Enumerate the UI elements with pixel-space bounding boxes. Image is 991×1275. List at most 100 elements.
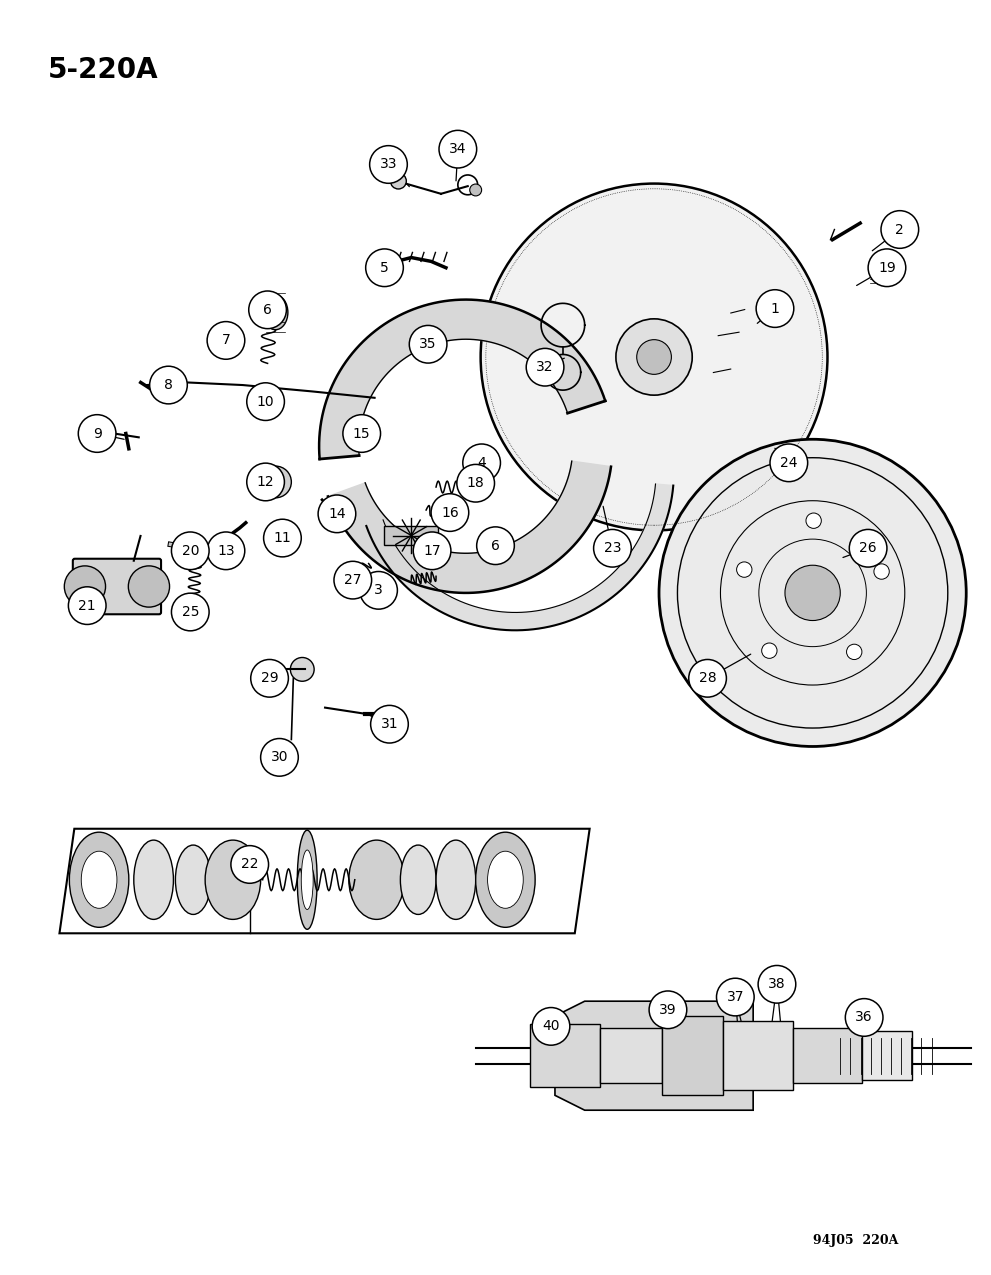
Circle shape: [370, 145, 407, 184]
Text: 35: 35: [419, 338, 437, 351]
Ellipse shape: [81, 852, 117, 908]
Circle shape: [526, 348, 564, 386]
Circle shape: [78, 414, 116, 453]
Ellipse shape: [349, 840, 404, 919]
Text: 36: 36: [855, 1011, 873, 1024]
Polygon shape: [367, 484, 673, 630]
Circle shape: [874, 564, 889, 579]
Circle shape: [268, 474, 283, 490]
Circle shape: [716, 978, 754, 1016]
Text: 6: 6: [492, 539, 499, 552]
Circle shape: [68, 586, 106, 625]
Polygon shape: [328, 462, 611, 593]
Text: 18: 18: [467, 477, 485, 490]
Text: 22: 22: [241, 858, 259, 871]
Text: 10: 10: [257, 395, 275, 408]
Circle shape: [762, 643, 777, 658]
Text: 3: 3: [375, 584, 383, 597]
Circle shape: [251, 659, 288, 697]
Circle shape: [689, 659, 726, 697]
Circle shape: [390, 173, 406, 189]
Text: 9: 9: [93, 427, 101, 440]
Bar: [793, 1028, 862, 1084]
Text: 24: 24: [780, 456, 798, 469]
Text: 7: 7: [222, 334, 230, 347]
Circle shape: [458, 175, 478, 195]
Text: 5-220A: 5-220A: [48, 56, 159, 84]
Text: 23: 23: [604, 542, 621, 555]
Ellipse shape: [264, 295, 288, 330]
Ellipse shape: [488, 852, 523, 908]
Circle shape: [532, 1007, 570, 1046]
Circle shape: [207, 532, 245, 570]
Circle shape: [431, 493, 469, 532]
Circle shape: [845, 998, 883, 1037]
Circle shape: [360, 571, 397, 609]
Text: 6: 6: [264, 303, 272, 316]
Circle shape: [868, 249, 906, 287]
Bar: [862, 1031, 912, 1080]
Circle shape: [207, 321, 245, 360]
Circle shape: [318, 495, 356, 533]
Text: 19: 19: [878, 261, 896, 274]
Circle shape: [758, 965, 796, 1003]
Circle shape: [247, 382, 284, 421]
Polygon shape: [555, 1001, 793, 1111]
Ellipse shape: [205, 840, 261, 919]
Text: 25: 25: [181, 606, 199, 618]
Circle shape: [334, 561, 372, 599]
Circle shape: [249, 291, 286, 329]
Bar: [662, 1016, 723, 1095]
Circle shape: [231, 845, 269, 884]
Ellipse shape: [301, 850, 313, 909]
Text: 39: 39: [659, 1003, 677, 1016]
Text: 11: 11: [274, 532, 291, 544]
Circle shape: [649, 991, 687, 1029]
Circle shape: [409, 325, 447, 363]
Circle shape: [343, 414, 381, 453]
Text: 31: 31: [381, 718, 398, 731]
Circle shape: [881, 210, 919, 249]
Circle shape: [481, 184, 827, 530]
Circle shape: [260, 467, 291, 497]
Text: 14: 14: [328, 507, 346, 520]
Text: 26: 26: [859, 542, 877, 555]
Polygon shape: [59, 829, 590, 933]
Text: 30: 30: [271, 751, 288, 764]
Ellipse shape: [476, 833, 535, 927]
Circle shape: [849, 529, 887, 567]
Text: 15: 15: [353, 427, 371, 440]
Text: 38: 38: [768, 978, 786, 991]
Circle shape: [785, 565, 840, 621]
Circle shape: [290, 658, 314, 681]
Text: 28: 28: [699, 672, 716, 685]
Text: 2: 2: [896, 223, 904, 236]
Ellipse shape: [69, 833, 129, 927]
Ellipse shape: [436, 840, 476, 919]
Circle shape: [477, 527, 514, 565]
Text: 8: 8: [165, 379, 172, 391]
Circle shape: [413, 532, 451, 570]
Text: 1: 1: [771, 302, 779, 315]
Text: 16: 16: [441, 506, 459, 519]
Circle shape: [637, 339, 672, 375]
Text: 17: 17: [423, 544, 441, 557]
Circle shape: [806, 513, 822, 528]
Text: 37: 37: [726, 991, 744, 1003]
Circle shape: [470, 184, 482, 196]
Circle shape: [150, 366, 187, 404]
Text: 40: 40: [542, 1020, 560, 1033]
Ellipse shape: [486, 530, 505, 561]
Circle shape: [366, 249, 403, 287]
Circle shape: [129, 566, 169, 607]
Polygon shape: [319, 300, 606, 459]
Ellipse shape: [134, 840, 173, 919]
Circle shape: [846, 644, 862, 659]
Circle shape: [64, 566, 105, 607]
Circle shape: [261, 738, 298, 776]
Circle shape: [171, 593, 209, 631]
Text: 5: 5: [381, 261, 388, 274]
Circle shape: [594, 529, 631, 567]
Ellipse shape: [175, 845, 211, 914]
Circle shape: [371, 705, 408, 743]
